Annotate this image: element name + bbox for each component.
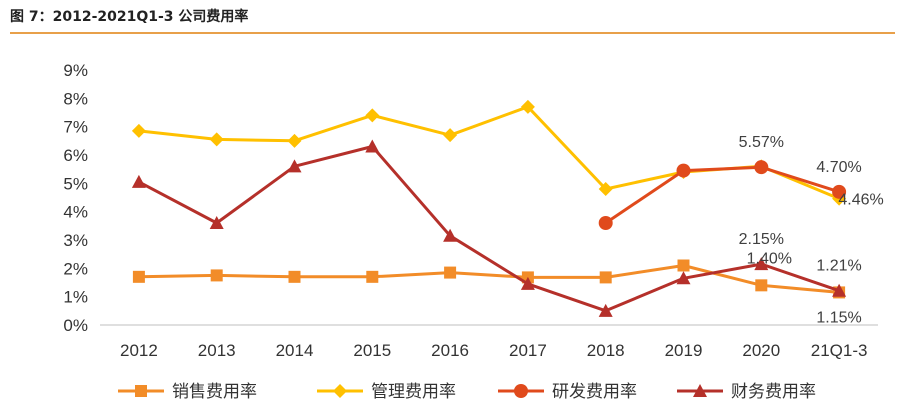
series-line-sales [138,264,840,294]
legend-item-fin: 财务费用率 [677,382,816,402]
x-tick-label: 2013 [198,341,236,360]
data-label: 1.21% [816,258,861,275]
data-point-admin [365,108,380,123]
data-point-sales [132,270,145,283]
data-label: 4.70% [816,159,861,176]
series-layer [131,99,847,317]
data-point-admin [131,123,146,138]
data-point-sales [599,271,612,284]
x-tick-label: 2020 [742,341,780,360]
x-tick-label: 21Q1-3 [811,341,868,360]
y-tick-label: 6% [63,146,88,165]
legend-item-admin: 管理费用率 [317,382,456,402]
data-point-sales [444,266,457,279]
legend-label: 研发费用率 [552,382,637,402]
series-fin [131,139,847,317]
data-point-rnd [832,184,847,199]
data-point-rnd [754,160,769,175]
y-tick-label: 5% [63,174,88,193]
data-label: 1.40% [747,250,792,267]
data-point-admin [287,133,302,148]
data-point-sales [288,270,301,283]
legend-marker [333,384,347,398]
x-tick-label: 2018 [587,341,625,360]
legend-item-rnd: 研发费用率 [498,382,637,402]
data-point-fin [754,257,769,271]
x-tick-label: 2012 [120,341,158,360]
y-tick-label: 2% [63,259,88,278]
data-label: 5.57% [739,134,784,151]
data-point-fin [598,303,613,317]
series-line-admin [138,105,840,200]
y-tick-label: 7% [63,118,88,137]
x-tick-label: 2014 [276,341,314,360]
data-point-fin [209,216,224,229]
y-axis: 0% 1% 2% 3% 4% 5% 6% 7% 8% 9% [63,61,88,335]
data-label: 1.15% [816,309,861,326]
title-divider [10,32,895,34]
legend: 销售费用率 管理费用率 研发费用率 财务费用率 [118,382,816,402]
legend-label: 财务费用率 [731,382,816,402]
legend-item-sales: 销售费用率 [118,382,257,402]
x-tick-label: 2016 [431,341,469,360]
data-point-sales [677,259,690,272]
y-tick-label: 1% [63,288,88,307]
y-tick-label: 0% [63,316,88,335]
data-label: 4.46% [838,192,883,209]
data-point-rnd [676,163,691,178]
x-tick-label: 2019 [665,341,703,360]
figure-title: 图 7：2012-2021Q1-3 公司费用率 [10,9,249,25]
y-tick-label: 9% [63,61,88,80]
data-point-sales [366,270,379,283]
data-point-fin [287,159,302,173]
legend-marker [514,384,528,398]
x-tick-label: 2017 [509,341,547,360]
y-tick-label: 4% [63,203,88,222]
data-point-fin [832,283,847,297]
series-line-rnd [604,165,840,225]
data-point-fin [365,139,380,153]
data-point-rnd [598,216,613,230]
data-point-admin [520,99,535,114]
data-label: 2.15% [739,231,784,248]
legend-marker [693,384,707,397]
data-point-sales [755,279,768,292]
series-line-fin [138,145,840,313]
y-tick-label: 8% [63,89,88,108]
data-point-fin [676,271,691,285]
data-point-fin [443,228,458,242]
legend-label: 销售费用率 [172,382,257,402]
data-point-admin [598,182,613,196]
series-rnd [598,160,847,230]
data-point-admin [443,128,458,143]
series-admin [131,99,847,206]
y-tick-label: 3% [63,231,88,250]
data-labels: 5.57% 4.70% 4.46% 2.15% 1.40% 1.21% 1.15% [739,134,884,326]
legend-marker [135,385,147,397]
x-tick-label: 2015 [353,341,391,360]
series-sales [132,259,846,299]
data-point-admin [209,132,224,147]
data-point-fin [520,276,535,290]
data-point-sales [210,269,223,282]
x-axis: 2012 2013 2014 2015 2016 2017 2018 2019 2020 21Q1… [120,341,867,360]
data-point-fin [131,174,146,188]
legend-label: 管理费用率 [371,382,456,402]
